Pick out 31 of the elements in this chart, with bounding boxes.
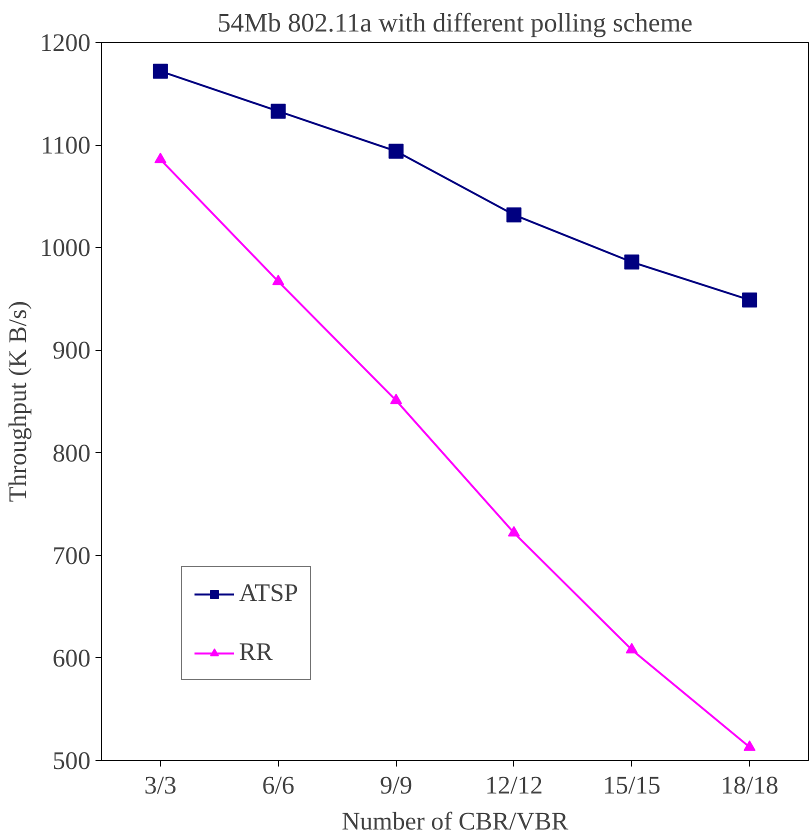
x-tick-label: 6/6 [262, 772, 294, 800]
y-tick-label: 500 [52, 747, 91, 775]
point [272, 274, 284, 286]
x-tick-label: 18/18 [720, 772, 778, 800]
point [388, 144, 404, 159]
chart-title: 54Mb 802.11a with different polling scheme [217, 8, 693, 38]
x-tick-label: 15/15 [602, 772, 661, 800]
x-tick-label: 9/9 [380, 772, 412, 800]
point [154, 152, 166, 164]
y-axis-title: Throughput (K B/s) [4, 300, 32, 502]
point [626, 642, 638, 654]
point [270, 104, 286, 119]
legend-label: RR [239, 638, 273, 667]
y-tick-label: 700 [52, 542, 91, 570]
legend-label: ATSP [239, 579, 298, 608]
y-tick-label: 1000 [40, 234, 90, 262]
y-tick-label: 1200 [40, 29, 90, 57]
x-tick-label: 12/12 [485, 772, 543, 800]
x-axis-title: Number of CBR/VBR [342, 808, 568, 836]
point [506, 207, 522, 222]
point [390, 394, 402, 404]
point [152, 64, 168, 79]
point [742, 292, 758, 308]
y-tick-label: 800 [52, 439, 91, 468]
point [508, 526, 520, 536]
y-tick-label: 600 [52, 644, 91, 672]
y-tick-label: 900 [52, 336, 91, 365]
point [624, 254, 640, 270]
point [744, 740, 756, 751]
x-tick-label: 3/3 [144, 772, 177, 800]
y-tick-label: 1100 [40, 132, 90, 160]
